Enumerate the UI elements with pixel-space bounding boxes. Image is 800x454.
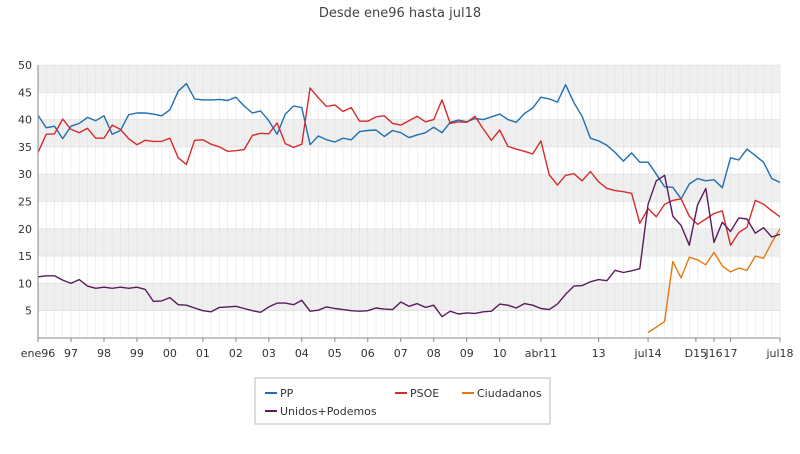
- y-tick-label: 25: [18, 196, 32, 209]
- x-tick-label: 99: [130, 347, 144, 360]
- x-tick-label: 10: [493, 347, 507, 360]
- x-tick-label: 09: [460, 347, 474, 360]
- x-tick-label: 97: [64, 347, 78, 360]
- x-tick-label: jul18: [765, 347, 793, 360]
- legend-label-ciudadanos: Ciudadanos: [477, 387, 542, 400]
- x-tick-label: D15: [685, 347, 707, 360]
- y-tick-label: 35: [18, 141, 32, 154]
- x-tick-label: J16: [704, 347, 722, 360]
- x-tick-label: 08: [427, 347, 441, 360]
- x-tick-label: 98: [97, 347, 111, 360]
- y-tick-label: 10: [18, 277, 32, 290]
- axes: [37, 65, 781, 342]
- legend-label-psoe: PSOE: [410, 387, 439, 400]
- series-line-unidos-podemos: [38, 174, 780, 318]
- y-tick-labels: 5 10 15 20 25 30 35 40 45 50: [18, 59, 32, 318]
- x-tick-label: 04: [295, 347, 309, 360]
- x-tick-label: 00: [163, 347, 177, 360]
- series-line-pp: [38, 82, 780, 200]
- x-tick-label: 07: [394, 347, 408, 360]
- y-tick-label: 30: [18, 168, 32, 181]
- grid-lines: [37, 64, 781, 338]
- x-tick-label: 03: [262, 347, 276, 360]
- legend-label-pp: PP: [280, 387, 294, 400]
- series-line-psoe: [38, 87, 780, 246]
- y-tick-label: 20: [18, 223, 32, 236]
- y-tick-label: 50: [18, 59, 32, 72]
- y-tick-label: 5: [25, 305, 32, 318]
- y-tick-label: 15: [18, 250, 32, 263]
- legend: PP PSOE Ciudadanos Unidos+Podemos: [254, 377, 551, 425]
- legend-label-unidos-podemos: Unidos+Podemos: [280, 405, 377, 418]
- y-tick-label: 45: [18, 86, 32, 99]
- series-lines: [38, 82, 780, 334]
- x-tick-label: 17: [724, 347, 738, 360]
- x-tick-label: 02: [229, 347, 243, 360]
- x-tick-label: 05: [328, 347, 342, 360]
- legend-box: [254, 377, 551, 425]
- x-tick-label: 01: [196, 347, 210, 360]
- x-tick-label: 06: [361, 347, 375, 360]
- x-tick-label: ene96: [21, 347, 56, 360]
- x-tick-labels: ene96 97 98 99 00 01 02 03 04 05 06 07 08 09 10 abr11 13…: [21, 347, 794, 360]
- x-tick-label: 13: [592, 347, 606, 360]
- series-line-ciudadanos: [647, 227, 780, 334]
- x-tick-label: abr11: [525, 347, 557, 360]
- chart-title: Desde ene96 hasta jul18: [319, 6, 481, 21]
- x-tick-label: jul14: [634, 347, 662, 360]
- y-tick-label: 40: [18, 114, 32, 127]
